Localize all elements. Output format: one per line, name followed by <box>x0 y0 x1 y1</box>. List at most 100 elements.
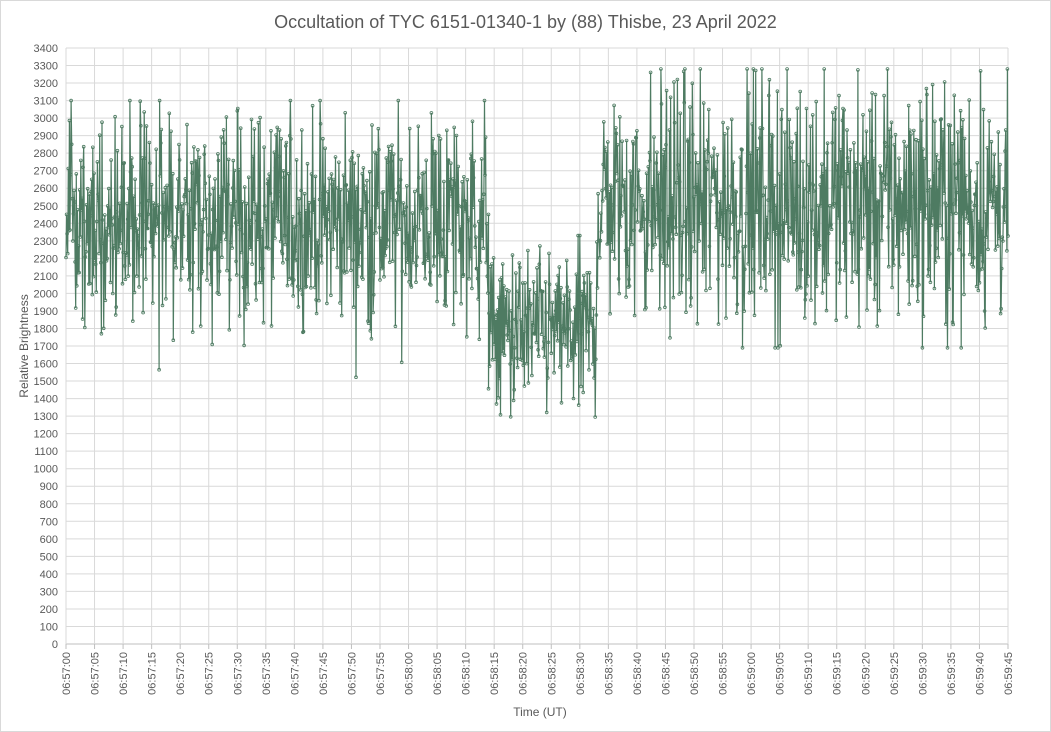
data-point <box>733 214 738 219</box>
data-point <box>158 174 163 178</box>
data-point <box>545 366 550 371</box>
data-point <box>697 202 702 206</box>
data-point <box>870 190 875 194</box>
data-point <box>404 205 409 209</box>
data-point <box>935 228 939 232</box>
data-point <box>308 228 313 232</box>
data-point <box>310 103 315 108</box>
data-point <box>85 186 90 191</box>
data-point <box>762 276 766 280</box>
data-point <box>702 267 707 272</box>
data-point <box>338 301 342 305</box>
data-point <box>768 272 772 277</box>
data-point <box>725 126 730 130</box>
data-point <box>669 231 674 236</box>
data-point <box>253 281 258 286</box>
data-point <box>408 283 413 287</box>
data-point <box>801 205 806 210</box>
data-point <box>721 120 725 125</box>
data-point <box>924 86 929 91</box>
data-point <box>960 214 965 218</box>
data-point <box>214 245 219 250</box>
data-point <box>242 343 246 348</box>
data-point <box>211 186 216 191</box>
data-point <box>109 217 114 221</box>
data-point <box>819 175 824 179</box>
data-point <box>856 267 861 272</box>
data-point <box>293 249 298 253</box>
data-point <box>366 321 371 326</box>
data-point <box>229 202 233 206</box>
data-point <box>175 235 180 240</box>
data-point <box>826 231 831 236</box>
data-point <box>701 220 705 224</box>
series-line <box>64 67 1010 419</box>
data-point <box>216 158 221 163</box>
data-point <box>197 173 201 178</box>
data-point <box>644 171 649 176</box>
data-point <box>585 315 590 320</box>
data-point <box>422 170 426 175</box>
data-point <box>268 191 273 196</box>
data-point <box>829 227 834 232</box>
data-point <box>167 234 171 238</box>
data-point <box>307 200 312 205</box>
data-point <box>104 227 108 232</box>
data-point <box>338 188 343 192</box>
data-point <box>584 308 589 312</box>
data-point <box>665 239 670 244</box>
data-point <box>325 301 329 306</box>
data-point <box>804 292 808 296</box>
data-point <box>144 124 149 128</box>
data-point <box>970 226 975 231</box>
data-point <box>352 161 357 166</box>
data-point <box>102 243 107 248</box>
data-point <box>422 260 427 265</box>
data-point <box>221 230 225 235</box>
data-point <box>537 262 542 267</box>
data-point <box>506 338 510 343</box>
data-point <box>655 150 659 155</box>
data-point <box>852 170 857 175</box>
data-point <box>116 215 121 220</box>
data-point <box>653 217 658 222</box>
data-point <box>783 182 788 187</box>
data-point <box>490 262 494 266</box>
data-point <box>82 219 87 224</box>
data-point <box>746 261 750 266</box>
data-point <box>903 169 907 174</box>
data-point <box>906 279 910 283</box>
data-point <box>909 132 913 136</box>
data-point <box>414 263 419 268</box>
data-point <box>341 239 345 244</box>
data-point <box>254 298 258 302</box>
data-point <box>331 177 336 182</box>
data-point <box>482 98 487 103</box>
data-point <box>967 252 972 257</box>
data-point <box>935 186 940 191</box>
data-point <box>891 257 895 262</box>
data-point <box>326 190 330 194</box>
data-point <box>355 284 360 289</box>
data-point <box>514 271 518 275</box>
data-point <box>77 270 81 275</box>
data-point <box>328 230 333 235</box>
data-point <box>978 69 983 73</box>
data-point <box>507 289 511 293</box>
data-point <box>837 281 842 285</box>
data-point <box>904 144 909 149</box>
data-point <box>869 139 874 143</box>
data-point <box>407 126 412 131</box>
data-point <box>135 274 139 278</box>
data-point <box>122 161 126 165</box>
data-point <box>147 198 151 203</box>
data-point <box>907 302 911 306</box>
data-point <box>156 203 161 208</box>
data-point <box>222 141 226 146</box>
x-tick-label: 06:57:30 <box>232 652 244 695</box>
data-point <box>117 247 121 251</box>
data-point <box>636 184 640 189</box>
data-point <box>329 293 333 298</box>
data-point <box>416 124 421 129</box>
data-point <box>348 158 353 163</box>
